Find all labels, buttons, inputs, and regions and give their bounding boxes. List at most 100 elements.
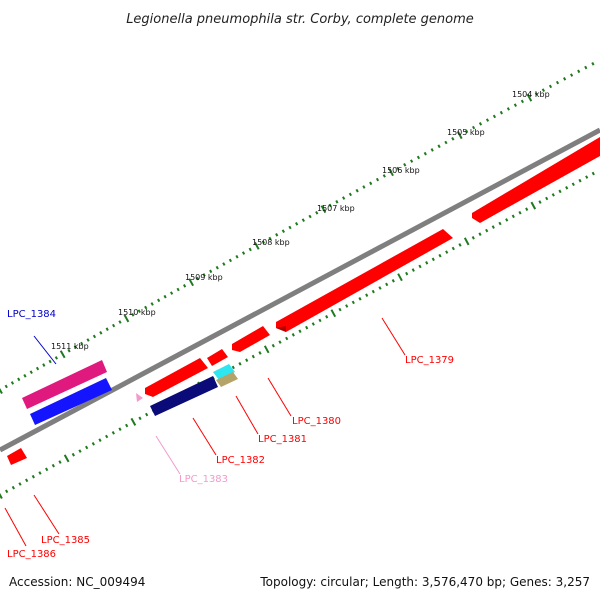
scale-tick [520, 99, 524, 104]
scale-tick [335, 200, 339, 204]
scale-tick [258, 351, 262, 355]
scale-tick [385, 282, 389, 287]
scale-tick [397, 273, 403, 282]
scale-tick [548, 84, 553, 89]
scale-tick [382, 174, 386, 178]
scale-tick [355, 188, 359, 193]
scale-tick [138, 416, 142, 421]
scale-tick [565, 186, 569, 190]
scale-tick [425, 261, 429, 265]
outer-scale-ticks [0, 62, 595, 394]
scale-tick [438, 253, 442, 258]
label-lpc-1382[interactable]: LPC_1382 [216, 455, 265, 466]
scale-tick [308, 214, 312, 219]
scale-tick [513, 103, 517, 107]
scale-tick [458, 243, 462, 247]
scale-tick [320, 205, 327, 214]
scale-tick [4, 384, 8, 389]
scale-tick [325, 315, 329, 319]
scale-tick [451, 137, 455, 141]
label-lpc-1381[interactable]: LPC_1381 [258, 434, 307, 445]
scale-tick [506, 107, 510, 111]
inner-scale-ticks [0, 171, 595, 499]
scale-tick [176, 287, 180, 292]
scale-tick [525, 207, 529, 211]
scale-tick [451, 246, 455, 251]
scale-tick [465, 129, 469, 134]
scale-tick [137, 309, 141, 313]
scale-tick [118, 427, 122, 431]
scale-tick [10, 381, 15, 385]
gene-navy[interactable] [150, 376, 218, 416]
genome-backbone [0, 127, 600, 453]
scale-tick [472, 125, 476, 130]
label-lpc-1379[interactable]: LPC_1379 [405, 355, 454, 366]
gene-magenta[interactable] [22, 360, 107, 409]
scale-tick [251, 354, 255, 359]
scale-tick [35, 366, 40, 371]
scale-tick [444, 140, 448, 145]
gene-lpc-1379b[interactable] [472, 137, 600, 223]
scale-tick [298, 329, 302, 334]
scale-tick [123, 314, 130, 323]
scale-tick [105, 327, 109, 331]
scale-tick [563, 77, 567, 81]
scale-tick [245, 358, 249, 362]
scale-tick [42, 363, 46, 367]
scale-tick [45, 467, 49, 472]
scale-tick [416, 155, 421, 160]
scale-tick [131, 313, 135, 317]
gene-lpc-1383[interactable] [136, 393, 143, 402]
scale-label-1511: 1511 kbp [51, 342, 89, 351]
gene-labels: LPC_1379 LPC_1380 LPC_1381 LPC_1382 LPC_… [7, 309, 454, 560]
gene-cyan[interactable] [213, 364, 235, 380]
gene-lpc-1381[interactable] [207, 349, 228, 366]
scale-tick [403, 163, 407, 167]
label-lpc-1385[interactable]: LPC_1385 [41, 535, 90, 546]
scale-tick [291, 333, 295, 337]
scale-tick [505, 218, 509, 222]
scale-tick [288, 225, 292, 230]
scale-tick [254, 241, 260, 250]
scale-tick [86, 338, 90, 342]
scale-tick [222, 262, 226, 266]
scale-label-1504: 1504 kbp [512, 90, 550, 99]
scale-tick [411, 268, 415, 272]
scale-tick [11, 485, 15, 490]
gene-lpc-1382[interactable] [145, 358, 208, 397]
label-lpc-1386[interactable]: LPC_1386 [7, 549, 56, 560]
scale-tick [238, 362, 242, 366]
scale-tick [235, 254, 239, 259]
gene-lpc-1379-shade [276, 326, 286, 332]
scale-tick [248, 247, 252, 252]
scale-tick [405, 271, 409, 276]
scale-tick [163, 294, 167, 299]
scale-tick [498, 221, 502, 226]
scale-tick [0, 387, 3, 394]
scale-tick [78, 449, 82, 453]
scale-tick [584, 65, 588, 70]
gene-lpc-1384[interactable] [30, 378, 112, 425]
label-lpc-1380[interactable]: LPC_1380 [292, 416, 341, 427]
label-lpc-1383[interactable]: LPC_1383 [179, 474, 228, 485]
scale-tick [215, 265, 219, 270]
scale-tick [157, 298, 161, 303]
scale-tick [48, 359, 52, 364]
scale-tick [423, 151, 427, 156]
scale-label-1507: 1507 kbp [317, 204, 355, 213]
scale-tick [410, 159, 414, 163]
scale-tick [485, 228, 489, 233]
scale-tick [570, 73, 574, 77]
gene-khaki[interactable] [216, 372, 238, 387]
scale-tick [29, 370, 33, 374]
scale-tick [345, 304, 349, 308]
scale-tick [80, 341, 84, 346]
scale-tick [67, 348, 71, 353]
gene-lpc-1379[interactable] [276, 229, 453, 332]
gene-lpc-1385[interactable] [7, 448, 27, 465]
label-lpc-1384[interactable]: LPC_1384 [7, 309, 56, 320]
gene-features [7, 137, 600, 465]
scale-tick [362, 185, 366, 189]
gene-lpc-1380[interactable] [232, 326, 270, 352]
scale-tick [58, 460, 62, 464]
